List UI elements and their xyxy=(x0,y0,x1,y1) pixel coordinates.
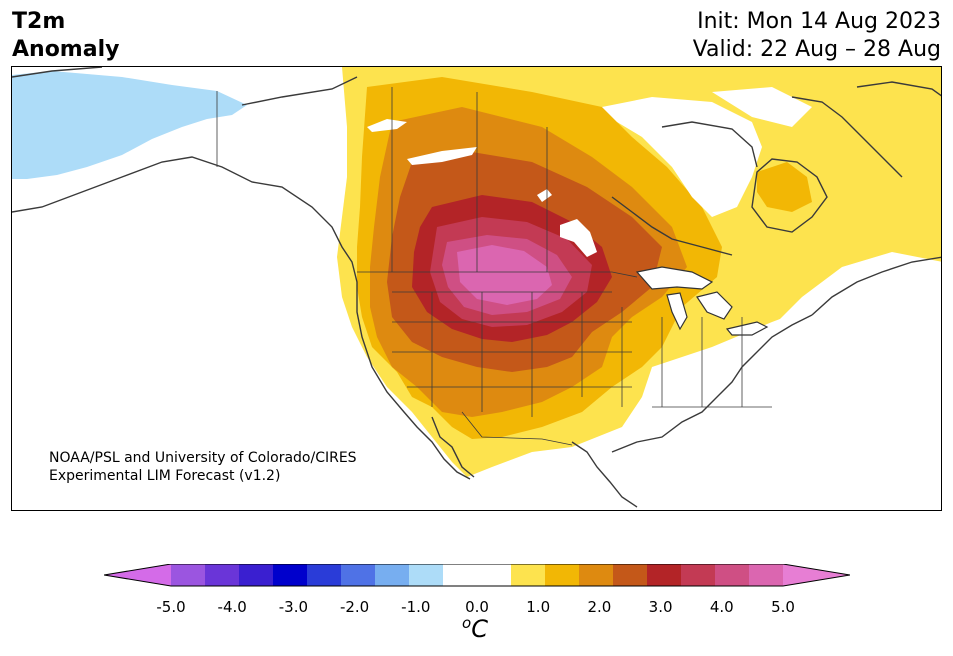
colorbar-extend-high xyxy=(783,564,850,586)
colorbar-segment xyxy=(239,564,274,586)
credit-text: NOAA/PSL and University of Colorado/CIRE… xyxy=(49,449,357,485)
credit-line-2: Experimental LIM Forecast (v1.2) xyxy=(49,468,281,484)
colorbar-segment xyxy=(715,564,750,586)
colorbar-segment xyxy=(579,564,614,586)
anomaly-contour-1-0-east xyxy=(757,162,812,212)
colorbar-segment xyxy=(409,564,444,586)
anomaly-map xyxy=(11,66,942,511)
colorbar-segment xyxy=(205,564,240,586)
title-variable: T2m xyxy=(12,9,66,34)
colorbar-segment xyxy=(171,564,206,586)
unit-celsius: C xyxy=(471,615,488,643)
anomaly-contour-4-0 xyxy=(457,245,552,305)
colorbar-segment xyxy=(681,564,716,586)
lake-shape xyxy=(537,189,552,202)
colorbar-segment xyxy=(273,564,308,586)
colorbar-segment xyxy=(613,564,648,586)
colorbar-tick-label: 4.0 xyxy=(709,598,734,616)
colorbar-tick-label: -5.0 xyxy=(156,598,186,616)
colorbar-tick-label: 2.0 xyxy=(587,598,612,616)
colorbar-extend-low xyxy=(104,564,171,586)
eastern-us-neutral xyxy=(592,292,941,510)
colorbar-segment xyxy=(749,564,784,586)
credit-line-1: NOAA/PSL and University of Colorado/CIRE… xyxy=(49,450,357,466)
great-lakes xyxy=(666,292,688,331)
colorbar-segment xyxy=(341,564,376,586)
colorbar-outline xyxy=(104,564,850,587)
great-lakes xyxy=(696,291,733,320)
colorbar-tick-label: 3.0 xyxy=(648,598,673,616)
colorbar-unit: oC xyxy=(462,614,488,643)
great-lakes xyxy=(635,266,714,290)
lake-shape xyxy=(407,147,477,165)
arctic-water xyxy=(712,87,812,127)
map-svg xyxy=(12,67,941,510)
colorbar-segment xyxy=(443,564,478,586)
colorbar-tick-label: 0.0 xyxy=(465,598,489,616)
political-borders xyxy=(216,87,772,446)
colorbar-segment xyxy=(375,564,410,586)
colorbar-tick-label: 1.0 xyxy=(526,598,551,616)
colorbar xyxy=(104,564,850,587)
colorbar-tick-label: -3.0 xyxy=(278,598,309,616)
colorbar-segment xyxy=(545,564,580,586)
colorbar-segment xyxy=(647,564,682,586)
great-lakes xyxy=(725,321,769,336)
valid-range: Valid: 22 Aug – 28 Aug xyxy=(692,37,941,62)
colorbar-tick-label: -4.0 xyxy=(217,598,247,616)
map-title: T2m Anomaly xyxy=(12,8,119,64)
unit-degree: o xyxy=(462,614,472,632)
colorbar-segment xyxy=(511,564,546,586)
coastlines xyxy=(12,67,941,508)
lake-shape xyxy=(560,219,597,257)
colorbar-tick-label: 5.0 xyxy=(771,598,795,616)
title-anomaly: Anomaly xyxy=(12,37,120,62)
lake-shape xyxy=(367,119,407,132)
alaska-cold-anomaly xyxy=(12,71,247,179)
init-date: Init: Mon 14 Aug 2023 xyxy=(697,9,941,34)
colorbar-tick-label: -2.0 xyxy=(339,598,370,616)
colorbar-segment xyxy=(477,564,512,586)
forecast-dates: Init: Mon 14 Aug 2023 Valid: 22 Aug – 28… xyxy=(693,8,941,64)
colorbar-segment xyxy=(307,564,342,586)
colorbar-tick-label: -1.0 xyxy=(401,598,431,616)
